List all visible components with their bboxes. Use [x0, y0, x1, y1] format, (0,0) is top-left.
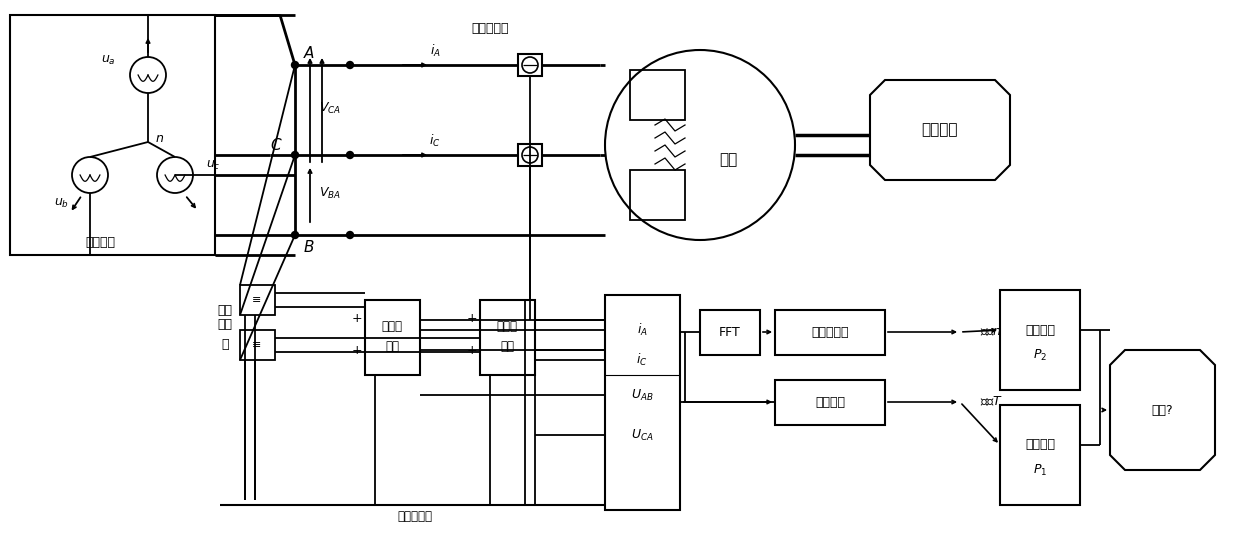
Bar — [240, 285, 275, 315]
Text: 机械负载: 机械负载 — [922, 123, 958, 138]
Text: FFT: FFT — [719, 326, 741, 339]
Text: +: + — [352, 343, 362, 356]
Text: $A$: $A$ — [304, 45, 315, 61]
Text: $i_A$: $i_A$ — [430, 43, 440, 59]
Text: 输入功率: 输入功率 — [1025, 438, 1054, 451]
Text: $u_b$: $u_b$ — [55, 197, 69, 210]
Text: $i_C$: $i_C$ — [429, 133, 441, 149]
Circle shape — [291, 152, 299, 159]
Bar — [700, 310, 760, 355]
Bar — [629, 170, 685, 220]
Bar — [479, 300, 535, 375]
Text: $P_2$: $P_2$ — [1033, 347, 1047, 362]
Bar — [1000, 405, 1080, 505]
Text: 传感: 传感 — [218, 319, 233, 332]
Bar — [518, 144, 541, 166]
Text: 能效?: 能效? — [1151, 403, 1173, 416]
Text: 节器: 节器 — [501, 341, 514, 354]
Bar — [240, 330, 275, 360]
Text: 信号调: 信号调 — [382, 321, 403, 334]
Bar — [629, 70, 685, 120]
Text: $C$: $C$ — [270, 137, 282, 153]
Text: 气隙转矩: 气隙转矩 — [815, 395, 845, 408]
Circle shape — [291, 232, 299, 239]
Text: +: + — [467, 312, 477, 325]
Text: $i_C$: $i_C$ — [636, 352, 648, 368]
Bar — [1000, 290, 1080, 390]
Bar — [776, 310, 885, 355]
Text: 信号公共线: 信号公共线 — [398, 510, 432, 523]
Bar — [518, 54, 541, 76]
Text: $B$: $B$ — [304, 239, 315, 255]
Bar — [605, 295, 680, 510]
Text: $i_A$: $i_A$ — [637, 322, 648, 338]
Text: 器: 器 — [222, 339, 229, 352]
Text: n: n — [156, 132, 164, 145]
Text: 转矩$T$: 转矩$T$ — [980, 395, 1004, 409]
Circle shape — [347, 152, 353, 159]
Text: 转子槽频率: 转子槽频率 — [812, 326, 849, 339]
Text: 电流互感器: 电流互感器 — [471, 22, 509, 35]
Text: 交流电源: 交流电源 — [85, 237, 115, 249]
Text: $P_1$: $P_1$ — [1033, 462, 1047, 477]
Text: 节器: 节器 — [385, 341, 399, 354]
Text: 信号调: 信号调 — [497, 321, 518, 334]
Circle shape — [347, 232, 353, 239]
Text: +: + — [467, 343, 477, 356]
Text: $V_{CA}$: $V_{CA}$ — [318, 100, 341, 116]
Text: 输出功率: 输出功率 — [1025, 323, 1054, 336]
Text: $U_{AB}$: $U_{AB}$ — [631, 388, 653, 402]
Text: 电压: 电压 — [218, 303, 233, 316]
Text: $U_{CA}$: $U_{CA}$ — [631, 428, 653, 443]
Text: 转速$n$: 转速$n$ — [980, 326, 1002, 339]
Text: 电机: 电机 — [719, 152, 737, 167]
Text: $u_a$: $u_a$ — [100, 53, 115, 66]
Text: +: + — [352, 312, 362, 325]
Circle shape — [347, 62, 353, 69]
Circle shape — [291, 62, 299, 69]
Text: ≡: ≡ — [253, 340, 261, 350]
Bar — [10, 15, 216, 255]
Text: $V_{BA}$: $V_{BA}$ — [318, 185, 341, 200]
Text: ≡: ≡ — [253, 295, 261, 305]
Bar — [776, 380, 885, 425]
Text: $u_c$: $u_c$ — [206, 158, 221, 172]
Bar — [366, 300, 420, 375]
